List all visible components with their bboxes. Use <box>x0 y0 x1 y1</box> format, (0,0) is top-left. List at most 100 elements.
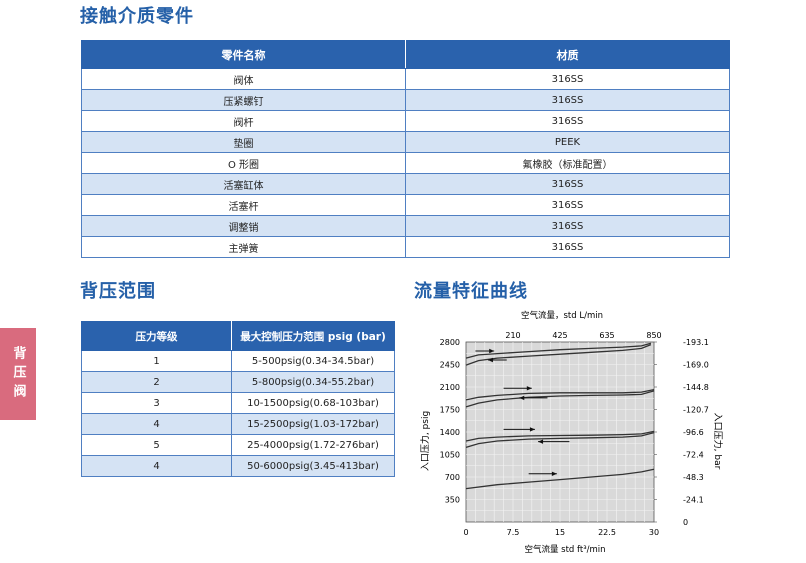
parts-title: 接触介质零件 <box>80 6 194 27</box>
table-row: 主弹簧 316SS <box>81 236 730 258</box>
pressure-range-cell: 5-500psig(0.34-34.5bar) <box>231 350 395 372</box>
y-tick-label-left: 1050 <box>440 451 460 460</box>
flow-curve-line <box>465 343 652 366</box>
x-axis-label: 空气流量 std ft³/min <box>524 544 605 555</box>
direction-arrow-head <box>551 471 557 476</box>
top-tick-label: 210 <box>505 331 520 340</box>
y-tick-label-left: 1400 <box>440 428 460 437</box>
table-row: 阀杆 316SS <box>81 110 730 132</box>
direction-arrow-head <box>526 386 532 391</box>
pressure-class-cell: 4 <box>81 455 232 477</box>
material-cell: 316SS <box>405 110 730 132</box>
table-row: 阀体 316SS <box>81 68 730 90</box>
part-name-cell: 阀杆 <box>81 110 406 132</box>
part-name-cell: O 形圈 <box>81 152 406 174</box>
flow-curve-line <box>465 390 655 408</box>
side-tab-back-pressure-valve[interactable]: 背压阀 <box>0 328 36 420</box>
y-tick-label-right: -48.3 <box>683 473 704 482</box>
y-tick-label-right: 0 <box>683 518 688 527</box>
pressure-class-cell: 2 <box>81 371 232 393</box>
y-tick-label-right: -24.1 <box>683 496 704 505</box>
part-name-cell: 调整销 <box>81 215 406 237</box>
x-tick-label: 30 <box>649 528 659 537</box>
direction-arrow-head <box>529 427 535 432</box>
side-tab-label: 背压阀 <box>10 345 26 403</box>
y-tick-label-left: 350 <box>445 496 460 505</box>
col-header-part-name: 零件名称 <box>81 40 406 69</box>
y-tick-label-right: -169.0 <box>683 361 709 370</box>
top-tick-label: 425 <box>552 331 567 340</box>
back-pressure-title: 背压范围 <box>80 281 156 302</box>
pressure-class-cell: 5 <box>81 434 232 456</box>
part-name-cell: 压紧螺钉 <box>81 89 406 111</box>
flow-characteristic-chart: 0 7.5 15 22.5 30 210 425 635 850 350 700 1050 1400 17… <box>419 310 724 555</box>
flow-curve-title: 流量特征曲线 <box>414 281 528 302</box>
y-tick-label-left: 700 <box>445 473 460 482</box>
table-row: 5 25-4000psig(1.72-276bar) <box>81 434 395 456</box>
table-row: 调整销 316SS <box>81 215 730 237</box>
y-tick-label-right: -96.6 <box>683 428 704 437</box>
direction-arrow-head <box>489 348 495 354</box>
y-tick-label-left: 2450 <box>440 361 460 370</box>
y-tick-label-left: 1750 <box>440 406 460 415</box>
y-axis-label-left: 入口压力, psig <box>419 411 431 471</box>
material-cell: 316SS <box>405 68 730 90</box>
y-tick-label-right: -120.7 <box>683 406 709 415</box>
table-row: 3 10-1500psig(0.68-103bar) <box>81 392 395 414</box>
table-row: 活塞缸体 316SS <box>81 173 730 195</box>
y-tick-label-left: 2100 <box>440 383 460 392</box>
flow-curve-line <box>465 468 655 490</box>
direction-arrow-head <box>538 439 544 444</box>
part-name-cell: 主弹簧 <box>81 236 406 258</box>
flow-curve-line <box>465 342 652 359</box>
pressure-class-cell: 1 <box>81 350 232 372</box>
table-row: O 形圈 氟橡胶（标准配置） <box>81 152 730 174</box>
pressure-range-cell: 15-2500psig(1.03-172bar) <box>231 413 395 435</box>
pressure-range-cell: 50-6000psig(3.45-413bar) <box>231 455 395 477</box>
direction-arrow-head <box>519 395 525 401</box>
top-axis-label: 空气流量，std L/min <box>521 310 603 321</box>
part-name-cell: 阀体 <box>81 68 406 90</box>
material-cell: 316SS <box>405 89 730 111</box>
table-row: 1 5-500psig(0.34-34.5bar) <box>81 350 395 372</box>
table-row: 压紧螺钉 316SS <box>81 89 730 111</box>
material-cell: 316SS <box>405 173 730 195</box>
wetted-parts-table: 零件名称 材质 阀体 316SS 压紧螺钉 316SS 阀杆 316SS 垫圈 PEEK… <box>81 40 730 258</box>
flow-curve-line <box>465 388 655 401</box>
table-row: 2 5-800psig(0.34-55.2bar) <box>81 371 395 393</box>
flow-curve-line <box>465 431 655 449</box>
y-axis-label-right: 入口压力, bar <box>712 413 724 470</box>
material-cell: 氟橡胶（标准配置） <box>405 152 730 174</box>
flow-curve-line <box>465 430 655 442</box>
pressure-range-cell: 10-1500psig(0.68-103bar) <box>231 392 395 414</box>
x-tick-label: 0 <box>463 528 468 537</box>
table-row: 4 15-2500psig(1.03-172bar) <box>81 413 395 435</box>
pressure-class-cell: 3 <box>81 392 232 414</box>
pressure-range-cell: 5-800psig(0.34-55.2bar) <box>231 371 395 393</box>
material-cell: 316SS <box>405 215 730 237</box>
back-pressure-range-table: 压力等级 最大控制压力范围 psig (bar) 1 5-500psig(0.34… <box>81 321 395 477</box>
x-tick-label: 15 <box>555 528 565 537</box>
top-tick-label: 635 <box>599 331 614 340</box>
table-row: 活塞杆 316SS <box>81 194 730 216</box>
plot-layer: 0 7.5 15 22.5 30 210 425 635 850 350 700 1050 1400 17… <box>440 331 709 537</box>
part-name-cell: 活塞缸体 <box>81 173 406 195</box>
col-header-max-range: 最大控制压力范围 psig (bar) <box>231 321 395 351</box>
part-name-cell: 垫圈 <box>81 131 406 153</box>
table-row: 4 50-6000psig(3.45-413bar) <box>81 455 395 477</box>
y-tick-label-right: -72.4 <box>683 451 704 460</box>
col-header-pressure-class: 压力等级 <box>81 321 232 351</box>
pressure-class-cell: 4 <box>81 413 232 435</box>
y-tick-label-right: -193.1 <box>683 338 709 347</box>
table-row: 垫圈 PEEK <box>81 131 730 153</box>
x-tick-label: 7.5 <box>507 528 520 537</box>
material-cell: 316SS <box>405 194 730 216</box>
y-tick-label-left: 2800 <box>440 338 460 347</box>
material-cell: PEEK <box>405 131 730 153</box>
y-tick-label-right: -144.8 <box>683 383 709 392</box>
top-tick-label: 850 <box>646 331 661 340</box>
pressure-range-cell: 25-4000psig(1.72-276bar) <box>231 434 395 456</box>
x-tick-label: 22.5 <box>598 528 616 537</box>
col-header-material: 材质 <box>405 40 730 69</box>
part-name-cell: 活塞杆 <box>81 194 406 216</box>
